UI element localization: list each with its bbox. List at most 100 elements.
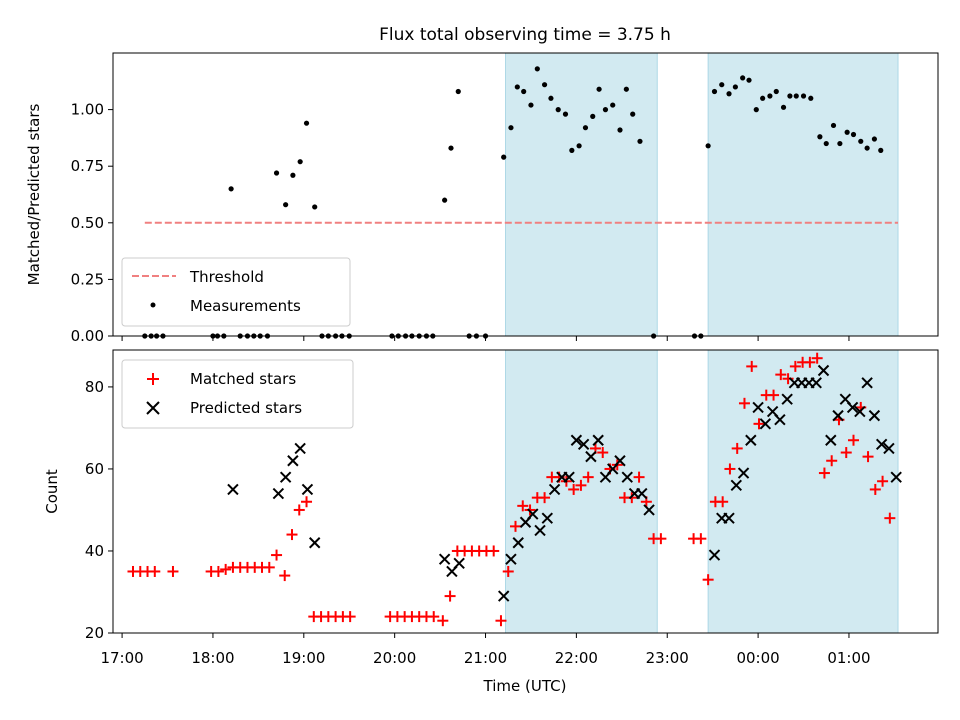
predicted-point: [854, 405, 866, 418]
matched-point: [789, 360, 801, 372]
y-ticks: 0.00 0.25 0.50 0.75 1.00: [71, 101, 113, 345]
predicted-point: [810, 377, 822, 389]
measurement-point: [562, 111, 569, 117]
y-tick-label: 0.00: [71, 327, 104, 345]
predicted-point: [227, 483, 239, 496]
predicted-point: [570, 434, 583, 446]
measurement-point: [878, 147, 884, 153]
x-tick-label: 20:00: [373, 649, 416, 667]
measurement-point: [830, 122, 837, 129]
measurement-point: [726, 91, 732, 97]
measurement-point: [312, 204, 318, 210]
predicted-point: [279, 471, 292, 483]
predicted-point: [890, 471, 902, 483]
predicted-point: [534, 524, 546, 537]
legend-frame: [121, 359, 354, 429]
matched-point: [884, 512, 896, 524]
predicted-point: [585, 450, 597, 463]
predicted-point: [614, 455, 626, 467]
predicted-point: [759, 418, 772, 430]
measurement-point: [610, 102, 616, 108]
plot-frame: [112, 349, 939, 634]
measurement-point: [590, 113, 596, 119]
predicted-point: [643, 504, 655, 516]
x-tick-label: 21:00: [464, 649, 507, 667]
measurement-point: [808, 95, 814, 101]
observing-window: [707, 349, 899, 634]
measurement-point: [448, 145, 454, 151]
x-tick-label: 01:00: [827, 649, 870, 667]
matched-point: [753, 418, 765, 430]
matched-point: [840, 447, 852, 459]
matched-point: [826, 455, 838, 467]
y-tick-label: 0.75: [71, 157, 104, 175]
x-tick-label: 23:00: [646, 649, 689, 667]
measurement-point: [871, 136, 877, 142]
measurement-point: [555, 107, 561, 113]
y-ticks: 20 40 60 80: [85, 378, 113, 642]
measurement-point: [623, 86, 629, 92]
measurement-point: [837, 140, 843, 147]
measurement-point: [711, 88, 718, 95]
predicted-point: [453, 557, 465, 569]
measurement-point: [767, 93, 773, 99]
predicted-point: [825, 434, 837, 446]
chart-title: Flux total observing time = 3.75 h: [379, 25, 671, 45]
observing-window: [505, 349, 658, 634]
measurement-point: [514, 84, 520, 90]
measurement-point: [637, 138, 643, 144]
matched-point: [738, 397, 750, 409]
legend-label: Matched stars: [190, 370, 296, 388]
matched-point: [575, 479, 587, 491]
matched-point: [495, 615, 507, 627]
matched-point: [428, 611, 440, 623]
measurement-point: [746, 77, 752, 83]
measurement-point: [576, 143, 582, 149]
matched-point: [746, 360, 758, 372]
predicted-point: [832, 409, 844, 422]
legend-matched-swatch: [147, 373, 159, 385]
matched-point: [811, 352, 823, 364]
predicted-point: [868, 409, 881, 422]
measurement-point: [780, 104, 787, 110]
x-tick-label: 18:00: [191, 649, 234, 667]
predicted-point: [752, 401, 764, 414]
y-tick-label: 0.50: [71, 214, 104, 232]
predicted-point: [636, 487, 648, 500]
predicted-point: [883, 442, 895, 455]
x-ticks: 17:00 18:00 19:00 20:00 21:00 22:00 23:00 00:00…: [100, 633, 871, 667]
legend-label: Measurements: [190, 297, 301, 315]
measurement-point: [800, 93, 807, 99]
y-tick-label: 1.00: [71, 101, 104, 119]
matched-point: [279, 570, 291, 582]
counts-layer: [127, 352, 902, 627]
predicted-point: [301, 483, 314, 496]
matched-point: [724, 463, 736, 475]
plot-frame: [112, 52, 939, 337]
predicted-point: [527, 508, 539, 520]
measurement-point: [630, 111, 636, 117]
measurement-point: [501, 154, 507, 160]
measurement-point: [787, 93, 793, 99]
matched-point: [517, 500, 529, 512]
matched-point: [271, 549, 283, 561]
measurement-point: [303, 120, 310, 126]
matched-point: [539, 492, 551, 504]
measurement-point: [602, 107, 609, 113]
observing-window: [505, 52, 658, 337]
legend-label: Threshold: [189, 268, 264, 286]
predicted-point: [497, 590, 510, 602]
matched-point: [286, 529, 298, 541]
measurements-layer: [142, 66, 884, 339]
legend-measurements-swatch: [150, 302, 156, 308]
measurement-point: [732, 84, 738, 90]
matched-point: [293, 504, 305, 516]
measurement-point: [617, 127, 623, 133]
measurement-point: [760, 95, 766, 101]
measurement-point: [228, 186, 234, 192]
measurement-point: [823, 140, 829, 147]
predicted-point: [781, 393, 793, 405]
matched-point: [775, 369, 787, 381]
measurement-point: [297, 159, 303, 165]
